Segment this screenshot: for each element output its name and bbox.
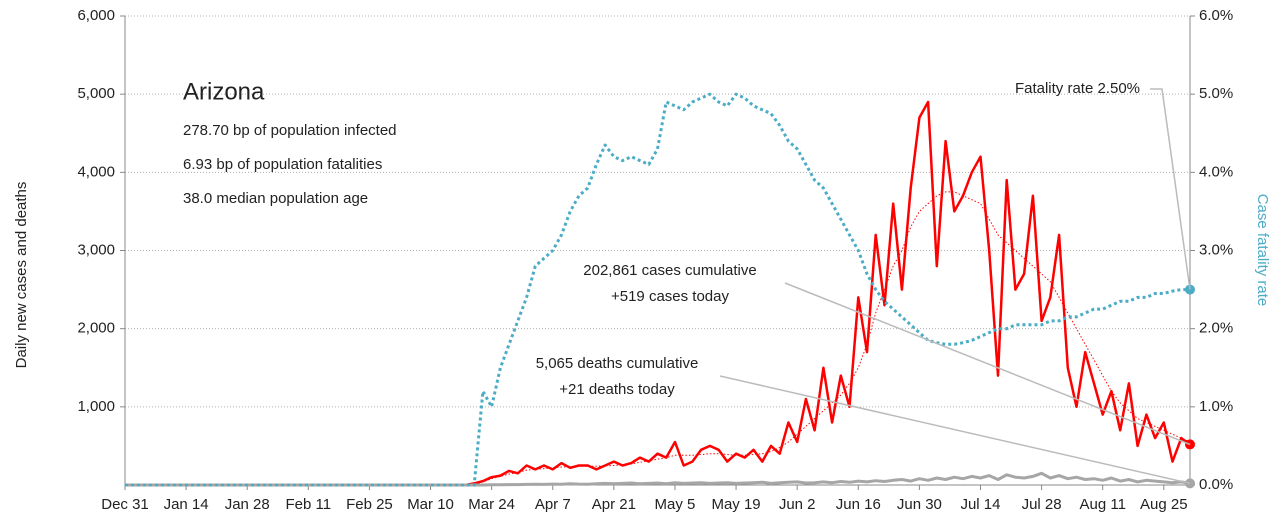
- x-tick-label: Mar 24: [468, 496, 515, 513]
- x-tick-label: May 5: [655, 496, 696, 513]
- leader-line: [719, 375, 1191, 485]
- series-line: [125, 92, 1190, 487]
- y-tick-label: 5,000: [77, 85, 115, 102]
- y2-tick-label: 4.0%: [1199, 163, 1233, 180]
- y-axis-title: Daily new cases and deaths: [13, 182, 30, 369]
- x-tick-label: Jun 30: [897, 496, 942, 513]
- y2-tick-label: 5.0%: [1199, 85, 1233, 102]
- callout-text: Fatality rate 2.50%: [1015, 80, 1140, 97]
- callout-text: +21 deaths today: [559, 381, 675, 398]
- callout-text: 5,065 deaths cumulative: [536, 355, 699, 372]
- y2-axis-title: Case fatality rate: [1254, 194, 1271, 307]
- callout-text: 202,861 cases cumulative: [583, 262, 756, 279]
- y2-tick-label: 1.0%: [1199, 398, 1233, 415]
- x-tick-label: Jan 28: [225, 496, 270, 513]
- leader-line: [784, 282, 1191, 446]
- leader-line: [1150, 88, 1191, 290]
- series-line: [125, 191, 1191, 486]
- info-line: 6.93 bp of population fatalities: [183, 156, 382, 173]
- x-tick-label: Apr 21: [592, 496, 636, 513]
- y2-tick-label: 2.0%: [1199, 320, 1233, 337]
- y2-tick-label: 0.0%: [1199, 476, 1233, 493]
- y-tick-label: 6,000: [77, 7, 115, 24]
- info-line: 278.70 bp of population infected: [183, 122, 397, 139]
- x-tick-label: Jul 14: [960, 496, 1000, 513]
- x-tick-label: Aug 25: [1140, 496, 1188, 513]
- info-line: 38.0 median population age: [183, 190, 368, 207]
- y-tick-label: 4,000: [77, 163, 115, 180]
- callout-text: +519 cases today: [611, 288, 730, 305]
- x-tick-label: May 19: [711, 496, 760, 513]
- x-tick-label: Aug 11: [1079, 496, 1125, 513]
- y2-tick-label: 3.0%: [1199, 241, 1233, 258]
- x-tick-label: Feb 11: [286, 496, 332, 513]
- y2-tick-label: 6.0%: [1199, 7, 1233, 24]
- series-line: [125, 471, 1191, 487]
- y-tick-label: 2,000: [77, 320, 115, 337]
- x-tick-label: Jun 2: [779, 496, 816, 513]
- x-tick-label: Apr 7: [535, 496, 571, 513]
- x-tick-label: Mar 10: [407, 496, 454, 513]
- x-tick-label: Jul 28: [1022, 496, 1062, 513]
- x-tick-label: Jun 16: [836, 496, 881, 513]
- info-title: Arizona: [183, 78, 265, 105]
- x-tick-label: Jan 14: [164, 496, 209, 513]
- y-tick-label: 3,000: [77, 241, 115, 258]
- y-tick-label: 1,000: [77, 398, 115, 415]
- x-tick-label: Dec 31: [101, 496, 149, 513]
- x-tick-label: Feb 25: [346, 496, 393, 513]
